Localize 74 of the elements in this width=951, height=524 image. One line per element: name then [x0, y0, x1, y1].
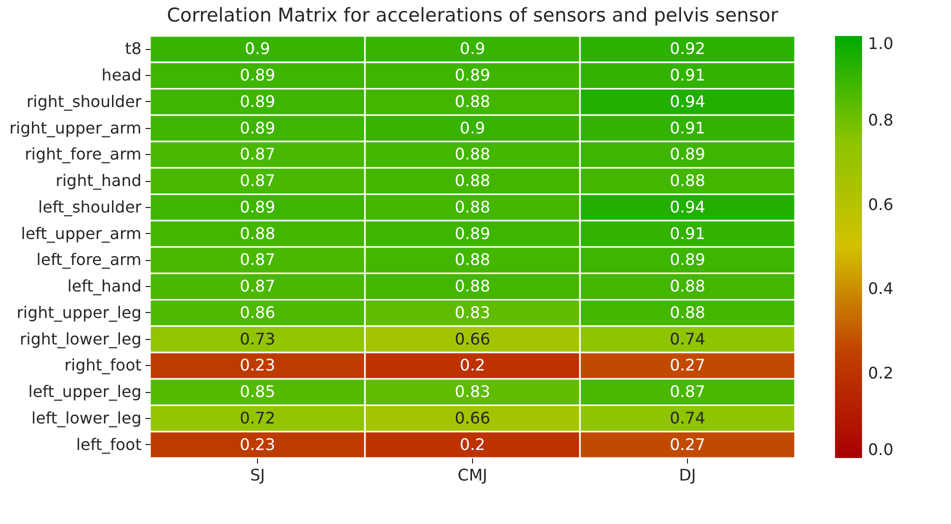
data-label: 0.88: [454, 92, 490, 111]
data-label: 0.87: [240, 250, 276, 270]
y-tick-label: left_fore_arm: [36, 250, 142, 270]
y-tick-label: right_upper_leg: [16, 302, 142, 322]
y-tick-label: left_hand: [67, 276, 142, 296]
y-tick-label: head: [102, 66, 142, 85]
data-label: 0.89: [240, 92, 276, 111]
data-label: 0.88: [454, 171, 490, 190]
data-label: 0.74: [670, 408, 706, 428]
data-label: 0.88: [670, 302, 706, 322]
data-label: 0.87: [240, 144, 276, 164]
data-label: 0.74: [670, 329, 706, 348]
data-label: 0.89: [670, 144, 706, 164]
data-label: 0.89: [454, 66, 490, 85]
y-tick-label: right_lower_leg: [20, 329, 142, 348]
data-label: 0.94: [670, 197, 706, 216]
data-label: 0.91: [670, 66, 706, 85]
data-label: 0.73: [240, 329, 276, 348]
color-bar-label: 1.0: [868, 34, 894, 53]
y-tick-label: left_foot: [76, 434, 142, 454]
data-label: 0.2: [460, 434, 486, 454]
data-label: 0.88: [454, 250, 490, 270]
data-label: 0.2: [460, 356, 486, 375]
color-bar-label: 0.4: [868, 279, 894, 298]
data-label: 0.27: [670, 356, 706, 375]
y-tick-label: right_shoulder: [26, 92, 142, 111]
data-label: 0.83: [454, 302, 490, 322]
data-label: 0.23: [240, 434, 276, 454]
y-tick-label: right_hand: [56, 171, 142, 190]
data-label: 0.9: [244, 39, 270, 58]
y-tick-label: left_upper_arm: [21, 224, 142, 243]
y-tick-label: right_foot: [64, 356, 142, 375]
x-tick-label: SJ: [250, 466, 265, 484]
data-label: 0.87: [240, 276, 276, 296]
x-tick-label: DJ: [678, 466, 696, 484]
data-label: 0.89: [240, 118, 276, 138]
data-label: 0.87: [240, 171, 276, 190]
y-tick-label: right_fore_arm: [24, 144, 142, 164]
data-label: 0.88: [240, 224, 276, 243]
y-tick-label: left_lower_leg: [31, 408, 142, 428]
data-label: 0.88: [454, 197, 490, 216]
data-label: 0.88: [670, 171, 706, 190]
data-label: 0.88: [670, 276, 706, 296]
data-label: 0.72: [240, 408, 276, 428]
color-bar-label: 0.6: [868, 194, 894, 214]
data-label: 0.88: [454, 276, 490, 296]
y-tick-label: right_upper_arm: [9, 118, 142, 138]
x-tick-label: CMJ: [458, 466, 488, 484]
color-bar-label: 0.2: [868, 364, 894, 383]
data-label: 0.27: [670, 434, 706, 454]
data-label: 0.91: [670, 224, 706, 243]
chart-title: Correlation Matrix for accelerations of sensors and pelvis sensor: [166, 4, 778, 26]
y-tick-label: left_upper_leg: [28, 382, 142, 402]
data-label: 0.91: [670, 118, 706, 138]
data-label: 0.89: [240, 66, 276, 85]
y-tick-label: left_shoulder: [38, 197, 142, 216]
data-label: 0.89: [240, 197, 276, 216]
data-label: 0.23: [240, 356, 276, 375]
data-label: 0.94: [670, 92, 706, 111]
data-label: 0.92: [670, 39, 706, 58]
data-label: 0.66: [454, 329, 490, 348]
color-bar-label: 0.8: [868, 110, 894, 130]
data-label: 0.89: [670, 250, 706, 270]
y-tick-label: t8: [125, 39, 142, 58]
data-label: 0.9: [460, 118, 486, 138]
color-bar-label: 0.0: [868, 440, 894, 459]
data-label: 0.9: [460, 39, 486, 58]
data-label: 0.85: [240, 382, 276, 402]
data-label: 0.86: [240, 302, 276, 322]
data-label: 0.87: [670, 382, 706, 402]
data-label: 0.89: [454, 224, 490, 243]
data-label: 0.88: [454, 144, 490, 164]
data-label: 0.83: [454, 382, 490, 402]
data-label: 0.66: [454, 408, 490, 428]
